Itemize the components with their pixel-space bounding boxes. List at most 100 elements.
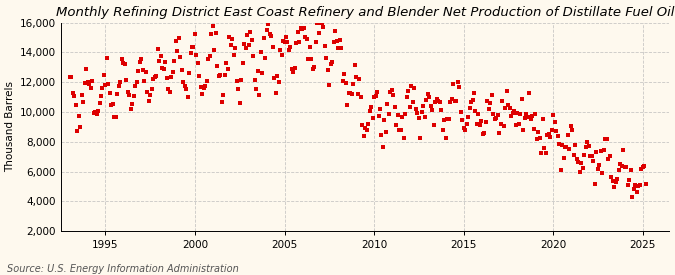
Point: [403, 89, 414, 93]
Point: [530, 112, 541, 117]
Point: [75, 125, 86, 129]
Point: [388, 93, 399, 97]
Point: [504, 106, 515, 111]
Point: [276, 53, 287, 57]
Point: [628, 187, 639, 191]
Point: [582, 140, 593, 144]
Point: [379, 118, 390, 123]
Point: [508, 111, 518, 116]
Point: [81, 67, 92, 71]
Point: [211, 31, 221, 35]
Point: [84, 82, 95, 86]
Point: [391, 122, 402, 127]
Point: [331, 39, 342, 43]
Point: [441, 117, 452, 122]
Point: [313, 31, 324, 35]
Point: [526, 114, 537, 118]
Point: [356, 123, 367, 127]
Point: [158, 67, 169, 71]
Point: [260, 56, 271, 60]
Point: [297, 27, 308, 32]
Point: [413, 116, 424, 120]
Point: [397, 115, 408, 120]
Point: [318, 25, 329, 29]
Point: [551, 129, 562, 133]
Point: [364, 109, 375, 113]
Point: [614, 167, 624, 172]
Point: [65, 74, 76, 79]
Point: [167, 70, 178, 74]
Point: [493, 113, 504, 118]
Point: [290, 65, 300, 70]
Point: [557, 142, 568, 147]
Point: [464, 106, 475, 110]
Point: [360, 125, 371, 130]
Point: [618, 148, 628, 153]
Point: [573, 160, 584, 164]
Point: [306, 57, 317, 61]
Point: [103, 82, 114, 87]
Point: [136, 57, 146, 61]
Point: [184, 71, 194, 75]
Point: [186, 45, 197, 49]
Point: [503, 103, 514, 107]
Point: [415, 136, 426, 141]
Point: [479, 131, 490, 136]
Point: [238, 61, 248, 65]
Point: [298, 26, 309, 31]
Point: [406, 84, 416, 88]
Point: [439, 118, 450, 123]
Point: [86, 79, 97, 83]
Point: [239, 42, 250, 46]
Point: [196, 85, 207, 89]
Point: [246, 38, 257, 42]
Point: [476, 119, 487, 123]
Point: [389, 105, 400, 109]
Point: [461, 122, 472, 126]
Point: [443, 117, 454, 121]
Point: [561, 145, 572, 149]
Point: [510, 123, 521, 128]
Point: [163, 87, 173, 92]
Point: [340, 81, 351, 85]
Point: [105, 90, 115, 95]
Point: [277, 39, 288, 43]
Point: [149, 75, 160, 79]
Point: [377, 145, 388, 149]
Point: [164, 90, 175, 94]
Point: [437, 128, 448, 132]
Point: [243, 43, 254, 48]
Point: [122, 90, 133, 94]
Point: [601, 137, 612, 141]
Point: [549, 119, 560, 124]
Point: [636, 167, 647, 172]
Point: [462, 115, 473, 119]
Point: [489, 117, 500, 121]
Point: [300, 35, 310, 40]
Point: [606, 175, 617, 180]
Point: [543, 131, 554, 136]
Point: [429, 123, 439, 128]
Point: [637, 165, 648, 169]
Point: [506, 114, 516, 119]
Point: [625, 168, 636, 172]
Point: [597, 171, 608, 175]
Point: [317, 20, 327, 25]
Point: [101, 56, 112, 60]
Point: [495, 122, 506, 127]
Point: [529, 126, 539, 131]
Point: [615, 161, 626, 166]
Point: [494, 130, 505, 135]
Point: [215, 72, 225, 77]
Point: [354, 77, 364, 82]
Point: [540, 151, 551, 156]
Point: [383, 111, 394, 116]
Point: [542, 133, 553, 138]
Point: [519, 116, 530, 120]
Point: [312, 20, 323, 25]
Point: [408, 100, 418, 104]
Point: [349, 63, 360, 68]
Point: [284, 47, 294, 52]
Point: [254, 93, 265, 97]
Point: [574, 170, 585, 175]
